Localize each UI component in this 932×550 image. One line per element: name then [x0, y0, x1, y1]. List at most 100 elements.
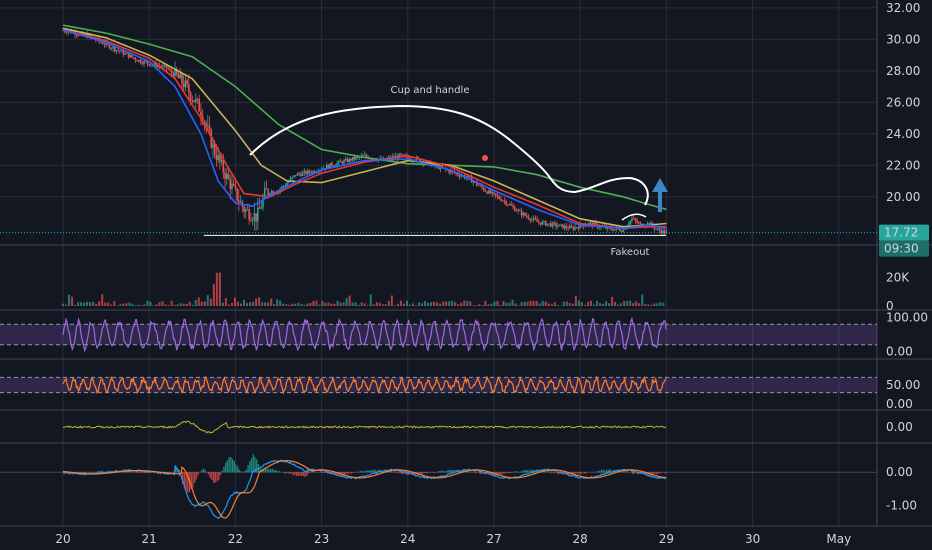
macd-histogram-bar	[290, 472, 292, 474]
candle-body	[636, 220, 638, 223]
candle-body	[532, 218, 535, 220]
candle-body	[575, 227, 578, 228]
candle-body	[663, 230, 666, 234]
macd-histogram-bar	[187, 472, 189, 493]
macd-histogram-bar	[275, 469, 277, 473]
candle-body	[141, 63, 144, 64]
volume-bar	[71, 296, 74, 306]
x-tick-label: 23	[314, 532, 329, 546]
y-tick-label: 20.00	[886, 190, 920, 204]
macd-histogram-bar	[140, 472, 142, 474]
volume-bar	[418, 302, 421, 306]
volume-bar	[267, 302, 270, 306]
macd-histogram-bar	[347, 472, 349, 475]
candle-body	[260, 207, 263, 209]
volume-bar	[357, 304, 360, 306]
volume-bar	[200, 301, 203, 306]
volume-bar	[635, 301, 638, 306]
macd-histogram-bar	[400, 472, 403, 474]
macd-histogram-bar	[185, 472, 187, 491]
time-axis[interactable]: 20 21 22 23 24 27 28 29 30 May	[55, 532, 851, 546]
momentum-line	[62, 420, 667, 434]
volume-bar	[366, 305, 369, 306]
macd-histogram-bar	[169, 472, 172, 473]
macd-histogram-bar	[285, 472, 287, 474]
candle-body	[548, 223, 550, 225]
volume-bar	[472, 305, 475, 306]
volume-bar	[197, 297, 200, 306]
candle-body	[662, 230, 664, 234]
candle-body	[339, 160, 342, 162]
volume-bar	[98, 301, 101, 306]
macd-histogram-bar	[480, 472, 482, 475]
macd-histogram-bar	[288, 472, 291, 475]
macd-histogram-bar	[578, 472, 580, 475]
candle-body	[332, 166, 335, 167]
candle-body	[201, 115, 204, 123]
candle-body	[562, 224, 564, 229]
candle-body	[570, 226, 573, 228]
price-panel[interactable]: Cup and handle Fakeout	[0, 24, 877, 258]
candle-body	[655, 228, 657, 230]
macd-histogram-bar	[321, 472, 323, 473]
volume-bar	[623, 301, 626, 306]
volume-bar	[134, 305, 137, 306]
volume-bar	[294, 303, 297, 306]
macd-histogram-bar	[657, 472, 660, 474]
volume-bar	[565, 301, 568, 306]
volume-bar	[638, 303, 641, 306]
candle-body	[122, 50, 125, 55]
macd-histogram-bar	[402, 472, 404, 475]
macd-histogram-bar	[654, 472, 656, 474]
candle-body	[486, 191, 488, 194]
candle-body	[248, 209, 250, 220]
macd-histogram-bar	[214, 472, 217, 483]
volume-bar	[264, 302, 267, 306]
macd-histogram-bar	[252, 454, 254, 473]
volume-bar	[439, 303, 442, 306]
candle-body	[351, 157, 354, 161]
macd-histogram-bar	[342, 472, 344, 475]
price-axis[interactable]: 32.0030.0028.0026.0024.0022.0020.0020K01…	[886, 1, 928, 513]
macd-histogram-bar	[626, 472, 629, 473]
candle-body	[225, 173, 228, 179]
volume-bar	[568, 302, 571, 306]
chart-grid	[0, 0, 877, 527]
candle-body	[482, 187, 485, 191]
macd-histogram-bar	[192, 472, 194, 488]
candle-body	[219, 154, 221, 162]
candle-body	[307, 170, 309, 175]
macd-histogram-bar	[237, 466, 239, 473]
volume-bar	[92, 301, 95, 306]
candle-body	[289, 178, 292, 182]
candle-body	[189, 92, 192, 101]
macd-histogram-bar	[616, 470, 618, 473]
volume-bar	[650, 304, 653, 306]
volume-bar	[571, 303, 574, 306]
volume-bar	[523, 301, 526, 306]
macd-histogram-bar	[276, 471, 279, 473]
candle-body	[441, 165, 444, 168]
candle-body	[174, 68, 176, 76]
macd-histogram-bar	[345, 472, 348, 474]
macd-histogram-bar	[145, 472, 148, 473]
candle-body	[515, 210, 518, 212]
candle-body	[472, 181, 475, 183]
volume-bar	[173, 304, 176, 306]
volume-bar	[502, 301, 505, 306]
macd-histogram-bar	[197, 472, 199, 476]
volume-bar	[233, 297, 236, 306]
candle-body	[301, 172, 304, 176]
volume-bar	[641, 294, 644, 306]
volume-bar	[411, 303, 414, 306]
candle-body	[110, 48, 113, 50]
candle-body	[658, 228, 661, 231]
volume-bar	[499, 304, 502, 306]
candle-body	[343, 160, 345, 164]
candle-body	[510, 204, 513, 206]
candle-body	[131, 54, 133, 58]
candle-body	[622, 229, 625, 232]
macd-histogram-bar	[181, 472, 184, 484]
volume-bar	[83, 302, 86, 306]
